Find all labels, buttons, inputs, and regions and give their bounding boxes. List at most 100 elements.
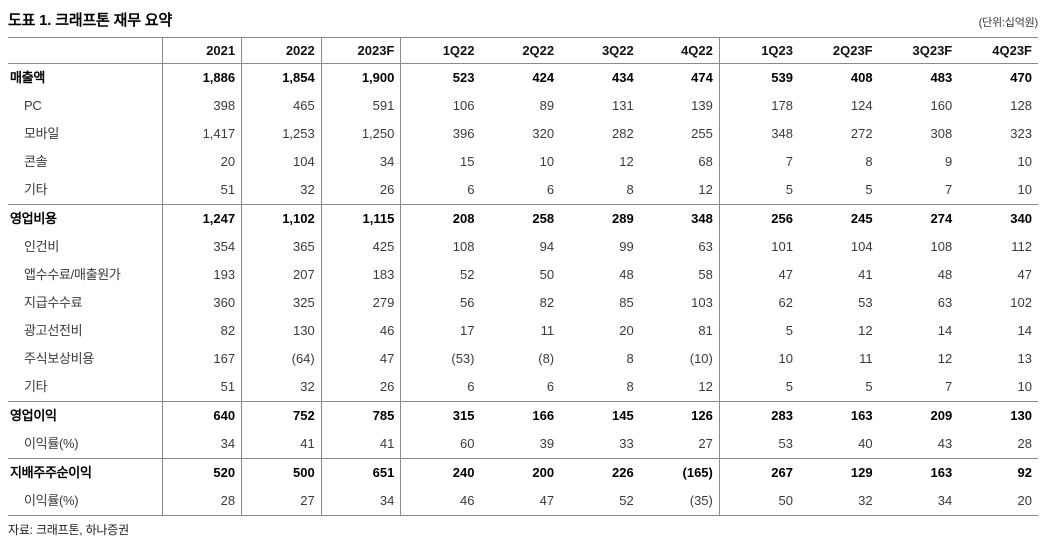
cell: 5: [785, 182, 793, 197]
cell: 12: [619, 154, 634, 169]
cell: 408: [799, 63, 879, 92]
cell: 50: [539, 267, 555, 282]
column-header: 2Q22: [480, 37, 561, 64]
cell: 130: [958, 401, 1038, 430]
cell: 26: [321, 373, 402, 402]
cell: 7: [785, 154, 793, 169]
cell: 106: [452, 98, 475, 113]
cell: (53): [451, 351, 475, 366]
column-header: 2023F: [321, 37, 402, 64]
cell: 8: [626, 351, 634, 366]
cell: 10: [1017, 182, 1032, 197]
cell: 470: [958, 63, 1038, 92]
cell: 1,886: [162, 63, 243, 92]
cell: 279: [321, 289, 402, 317]
table-row: 인건비 354 365 425 108 94 99 63 101 104 108 112: [8, 233, 1038, 261]
cell: 103: [639, 289, 720, 317]
row-label: 이익률(%): [8, 487, 163, 516]
cell: 274: [878, 204, 959, 233]
cell: 51: [162, 176, 243, 205]
cell: 139: [639, 92, 720, 120]
cell: 50: [719, 487, 799, 516]
cell: 1,250: [321, 120, 402, 148]
cell: 33: [619, 436, 634, 451]
cell: 32: [241, 373, 322, 402]
cell: 160: [930, 98, 953, 113]
row-label: 주식보상비용: [8, 345, 163, 373]
column-header: 1Q23: [719, 37, 799, 64]
cell: 89: [539, 98, 555, 113]
cell: 11: [540, 323, 555, 338]
cell: 396: [452, 126, 475, 141]
cell: 193: [162, 261, 243, 289]
cell: 34: [162, 430, 243, 459]
row-label: 지배주주순이익: [8, 458, 163, 487]
cell: 82: [539, 295, 555, 310]
cell: 226: [560, 458, 640, 487]
cell: 167: [162, 345, 243, 373]
cell: 41: [321, 430, 402, 459]
cell: 17: [460, 323, 475, 338]
column-header: 1Q22: [400, 37, 481, 64]
row-label: PC: [8, 92, 163, 120]
cell: 28: [162, 487, 243, 516]
cell: 43: [937, 436, 953, 451]
cell: 62: [778, 295, 793, 310]
row-label-header: [8, 37, 163, 64]
row-label: 영업비용: [8, 204, 163, 233]
cell: 398: [162, 92, 243, 120]
cell: 34: [321, 487, 402, 516]
cell: 166: [480, 401, 561, 430]
cell: 1,900: [321, 63, 402, 92]
cell: 163: [799, 401, 879, 430]
table-row: 이익률(%) 34 41 41 60 39 33 27 53 40 43 28: [8, 430, 1038, 459]
cell: 258: [480, 204, 561, 233]
cell: 365: [241, 233, 322, 261]
table-row: 영업이익 640 752 785 315 166 145 126 283 163 209 130: [8, 401, 1038, 430]
cell: 10: [778, 351, 793, 366]
cell: 47: [1017, 267, 1032, 282]
cell: 320: [532, 126, 555, 141]
financial-table: 2021 2022 2023F 1Q22 2Q22 3Q22 4Q22 1Q23 2Q23F 3Q…: [8, 37, 1038, 516]
table-header-bar: 도표 1. 크래프톤 재무 요약 (단위:십억원): [8, 6, 1038, 30]
cell: 640: [162, 401, 243, 430]
cell: 46: [400, 487, 481, 516]
column-header: 4Q23F: [958, 37, 1038, 64]
cell: 9: [945, 154, 953, 169]
cell: 323: [1010, 126, 1032, 141]
cell: 1,102: [241, 204, 322, 233]
cell: 340: [958, 204, 1038, 233]
table-row: 모바일 1,417 1,253 1,250 396 320 282 255 348 272 308 3…: [8, 120, 1038, 148]
cell: 465: [241, 92, 322, 120]
cell: 47: [778, 267, 793, 282]
cell: 6: [467, 182, 475, 197]
cell: 63: [639, 233, 720, 261]
cell: 101: [771, 239, 793, 254]
cell: 5: [785, 323, 793, 338]
cell: 15: [460, 154, 475, 169]
table-row: 기타 51 32 26 6 6 8 12 5 5 7 10: [8, 176, 1038, 205]
cell: 41: [241, 430, 322, 459]
row-label: 영업이익: [8, 401, 163, 430]
cell: 425: [321, 233, 402, 261]
table-row: 지배주주순이익 520 500 651 240 200 226 (165) 267 129 163 9…: [8, 458, 1038, 487]
source-note: 자료: 크래프톤, 하나증권: [8, 523, 129, 537]
cell: 209: [878, 401, 959, 430]
cell: 112: [1011, 239, 1032, 254]
cell: 126: [639, 401, 720, 430]
cell: 104: [241, 148, 322, 176]
header-row: 2021 2022 2023F 1Q22 2Q22 3Q22 4Q22 1Q23 2Q23F 3Q…: [8, 37, 1038, 64]
cell: 92: [958, 458, 1038, 487]
cell: 14: [937, 323, 953, 338]
cell: 12: [937, 351, 953, 366]
cell: (8): [538, 351, 555, 366]
cell: 10: [1017, 154, 1032, 169]
cell: 108: [452, 239, 475, 254]
row-label: 지급수수료: [8, 289, 163, 317]
column-header: 3Q23F: [878, 37, 959, 64]
column-header: 2Q23F: [799, 37, 879, 64]
cell: 207: [241, 261, 322, 289]
cell: 523: [400, 63, 481, 92]
cell: 240: [400, 458, 481, 487]
cell: 48: [619, 267, 634, 282]
